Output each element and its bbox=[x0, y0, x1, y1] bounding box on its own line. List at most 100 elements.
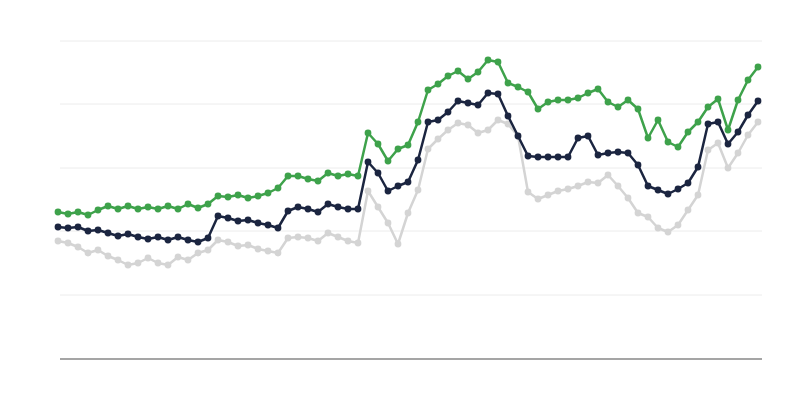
series-gray-marker bbox=[265, 248, 272, 255]
series-navy-marker bbox=[315, 209, 322, 216]
chart-canvas bbox=[0, 0, 800, 400]
series-navy-marker bbox=[585, 133, 592, 140]
series-gray-marker bbox=[335, 234, 342, 241]
series-gray-marker bbox=[675, 222, 682, 229]
series-navy-marker bbox=[185, 237, 192, 244]
series-navy-marker bbox=[365, 159, 372, 166]
series-green-marker bbox=[635, 106, 642, 113]
series-navy-marker bbox=[155, 234, 162, 241]
series-navy-marker bbox=[115, 233, 122, 240]
series-green-marker bbox=[595, 86, 602, 93]
series-navy-marker bbox=[275, 225, 282, 232]
series-gray-marker bbox=[95, 247, 102, 254]
series-gray-marker bbox=[725, 165, 732, 172]
series-navy-marker bbox=[225, 215, 232, 222]
series-navy-marker bbox=[715, 119, 722, 126]
series-navy-marker bbox=[55, 224, 62, 231]
series-green-marker bbox=[755, 64, 762, 71]
series-navy-marker bbox=[675, 186, 682, 193]
series-gray-marker bbox=[735, 150, 742, 157]
series-green-marker bbox=[625, 97, 632, 104]
series-gray-marker bbox=[195, 250, 202, 257]
series-gray-marker bbox=[85, 250, 92, 257]
series-gray-marker bbox=[315, 238, 322, 245]
series-green-marker bbox=[615, 104, 622, 111]
series-gray-marker bbox=[355, 240, 362, 247]
series-navy-marker bbox=[735, 129, 742, 136]
series-green-marker bbox=[115, 206, 122, 213]
series-green-marker bbox=[555, 97, 562, 104]
series-green-marker bbox=[385, 158, 392, 165]
series-gray-marker bbox=[375, 204, 382, 211]
series-green-marker bbox=[695, 119, 702, 126]
series-navy-marker bbox=[475, 102, 482, 109]
series-green-marker bbox=[525, 89, 532, 96]
series-navy-marker bbox=[555, 154, 562, 161]
series-green-marker bbox=[645, 135, 652, 142]
series-navy-marker bbox=[195, 239, 202, 246]
series-gray-marker bbox=[205, 247, 212, 254]
series-green-marker bbox=[215, 193, 222, 200]
series-navy-marker bbox=[545, 154, 552, 161]
series-gray-marker bbox=[715, 140, 722, 147]
series-navy-marker bbox=[75, 224, 82, 231]
series-gray-marker bbox=[345, 238, 352, 245]
series-navy-marker bbox=[205, 235, 212, 242]
series-gray-marker bbox=[385, 220, 392, 227]
series-gray-marker bbox=[685, 207, 692, 214]
series-gray-marker bbox=[275, 250, 282, 257]
series-green-marker bbox=[715, 96, 722, 103]
series-gray-marker bbox=[365, 188, 372, 195]
series-green-marker bbox=[505, 80, 512, 87]
series-gray-marker bbox=[395, 241, 402, 248]
series-navy-marker bbox=[405, 179, 412, 186]
series-navy-marker bbox=[135, 234, 142, 241]
line-chart bbox=[0, 0, 800, 400]
series-green-marker bbox=[165, 203, 172, 210]
series-gray-marker bbox=[455, 120, 462, 127]
series-green-marker bbox=[455, 68, 462, 75]
series-green-marker bbox=[355, 173, 362, 180]
series-green-marker bbox=[255, 193, 262, 200]
series-green-marker bbox=[205, 201, 212, 208]
series-gray-marker bbox=[185, 257, 192, 264]
series-green-marker bbox=[275, 185, 282, 192]
series-green-marker bbox=[405, 142, 412, 149]
series-gray-marker bbox=[295, 234, 302, 241]
series-navy-marker bbox=[145, 236, 152, 243]
series-navy-marker bbox=[525, 153, 532, 160]
series-green-marker bbox=[65, 211, 72, 218]
series-gray-marker bbox=[655, 225, 662, 232]
series-green-marker bbox=[365, 130, 372, 137]
series-green-marker bbox=[325, 170, 332, 177]
series-navy-marker bbox=[105, 230, 112, 237]
series-navy-marker bbox=[605, 150, 612, 157]
series-navy-marker bbox=[505, 113, 512, 120]
series-gray-marker bbox=[595, 180, 602, 187]
series-navy-marker bbox=[335, 204, 342, 211]
series-gray-marker bbox=[245, 242, 252, 249]
series-gray-marker bbox=[705, 147, 712, 154]
series-navy-marker bbox=[665, 191, 672, 198]
series-green-marker bbox=[75, 209, 82, 216]
series-green-marker bbox=[105, 203, 112, 210]
series-navy-marker bbox=[255, 220, 262, 227]
series-gray-marker bbox=[615, 183, 622, 190]
series-gray-marker bbox=[495, 117, 502, 124]
series-navy-marker bbox=[635, 162, 642, 169]
series-navy-marker bbox=[285, 208, 292, 215]
series-gray-marker bbox=[445, 127, 452, 134]
series-navy-marker bbox=[705, 121, 712, 128]
series-green-marker bbox=[315, 178, 322, 185]
series-gray-marker bbox=[635, 210, 642, 217]
series-gray-marker bbox=[105, 253, 112, 260]
series-green-marker bbox=[155, 206, 162, 213]
series-navy-marker bbox=[235, 218, 242, 225]
series-gray-marker bbox=[665, 229, 672, 236]
series-navy-marker bbox=[175, 234, 182, 241]
series-green-marker bbox=[675, 144, 682, 151]
series-green-marker bbox=[435, 81, 442, 88]
series-gray-marker bbox=[305, 235, 312, 242]
series-green-marker bbox=[85, 212, 92, 219]
series-green-marker bbox=[725, 127, 732, 134]
